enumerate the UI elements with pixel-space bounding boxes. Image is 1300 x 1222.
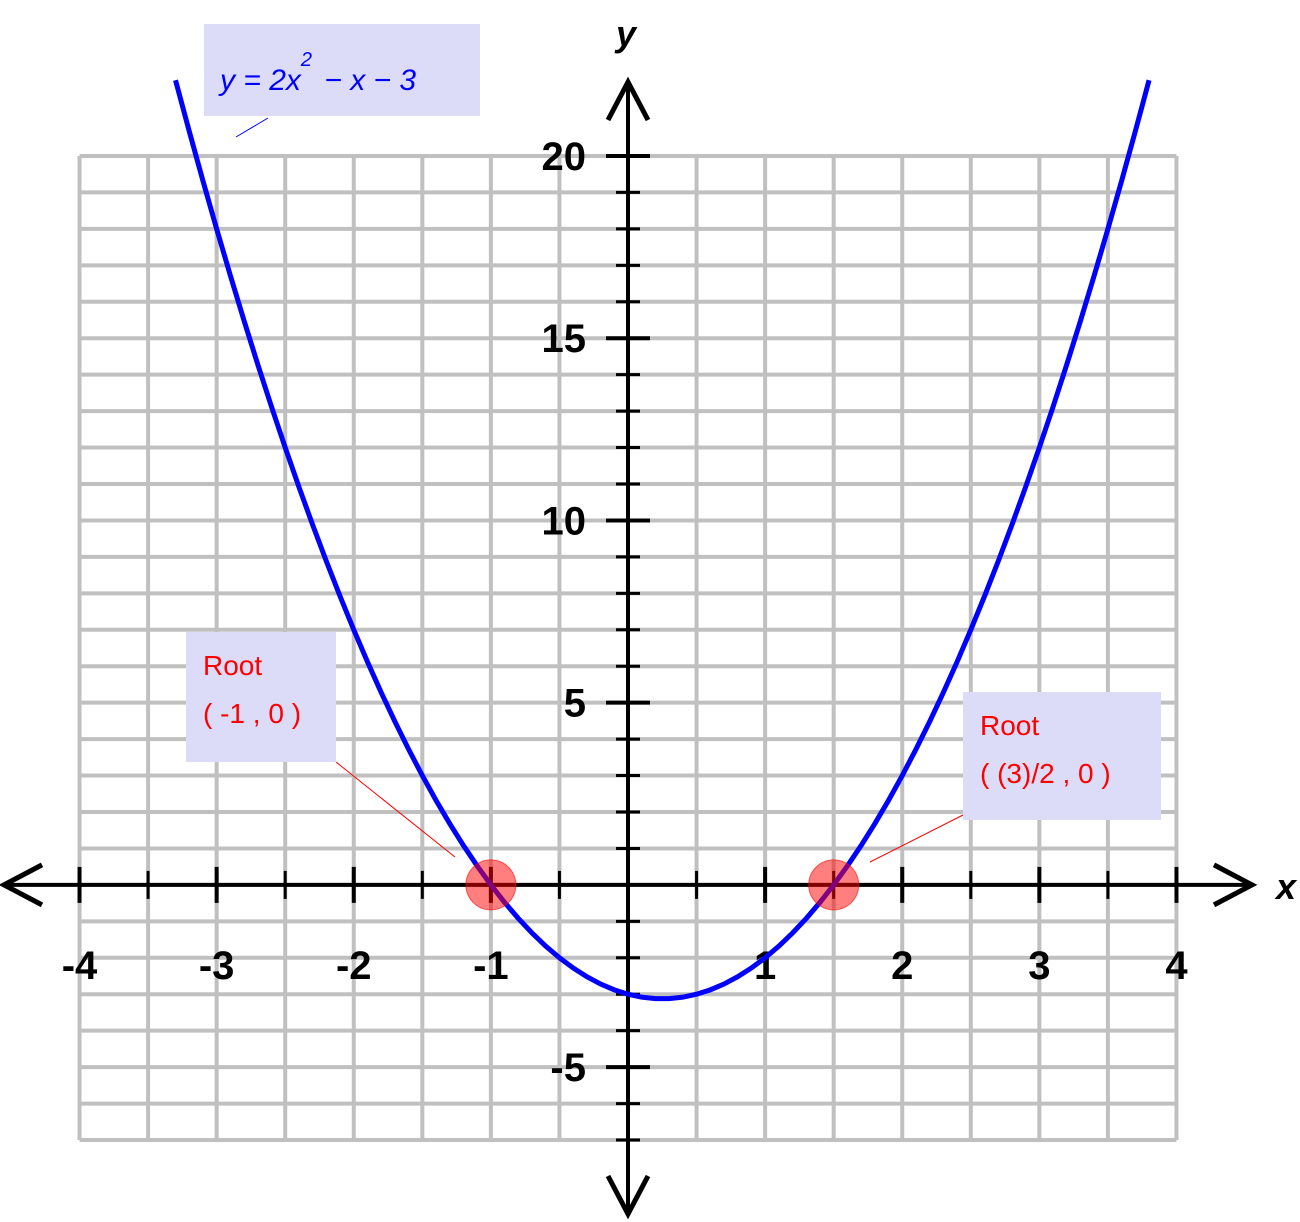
annotation-title: Root	[980, 710, 1039, 741]
y-arrow-top	[605, 76, 651, 122]
equation: y = 2x2 − x − 3	[218, 49, 416, 97]
x-tick-label: 3	[1028, 944, 1050, 988]
root-marker	[808, 859, 860, 911]
x-tick-label: 4	[1165, 944, 1188, 988]
curve	[173, 79, 1152, 1002]
x-tick-label: 2	[891, 944, 913, 988]
x-tick-label: -2	[336, 944, 372, 988]
equation-leader	[235, 117, 269, 138]
annotation-leader	[869, 814, 964, 863]
annotation-box	[963, 692, 1161, 820]
annotation-title: Root	[203, 650, 262, 681]
y-axis-label: y	[614, 13, 638, 54]
x-tick-label: -3	[199, 944, 235, 988]
equation-rest: − x − 3	[316, 64, 416, 97]
annotation-box	[186, 632, 336, 762]
x-arrow-right	[1212, 862, 1258, 908]
y-tick-label: 10	[542, 499, 587, 543]
equation-exponent: 2	[300, 49, 312, 71]
x-axis-label: x	[1274, 866, 1298, 907]
x-arrow-left	[0, 862, 44, 908]
annotation-leader	[335, 761, 456, 858]
y-tick-label: 5	[564, 682, 586, 726]
annotation-text: ( -1 , 0 )	[203, 698, 301, 729]
equation-base: y = 2x	[218, 64, 302, 97]
y-tick-label: 15	[542, 317, 587, 361]
y-arrow-bottom	[605, 1174, 651, 1220]
y-tick-label: -5	[550, 1046, 586, 1090]
equation-box	[204, 24, 480, 116]
y-tick-label: 20	[542, 135, 587, 179]
x-tick-label: -4	[62, 944, 98, 988]
annotation-text: ( (3)/2 , 0 )	[980, 758, 1111, 789]
root-marker	[465, 859, 517, 911]
x-tick-label: -1	[473, 944, 509, 988]
